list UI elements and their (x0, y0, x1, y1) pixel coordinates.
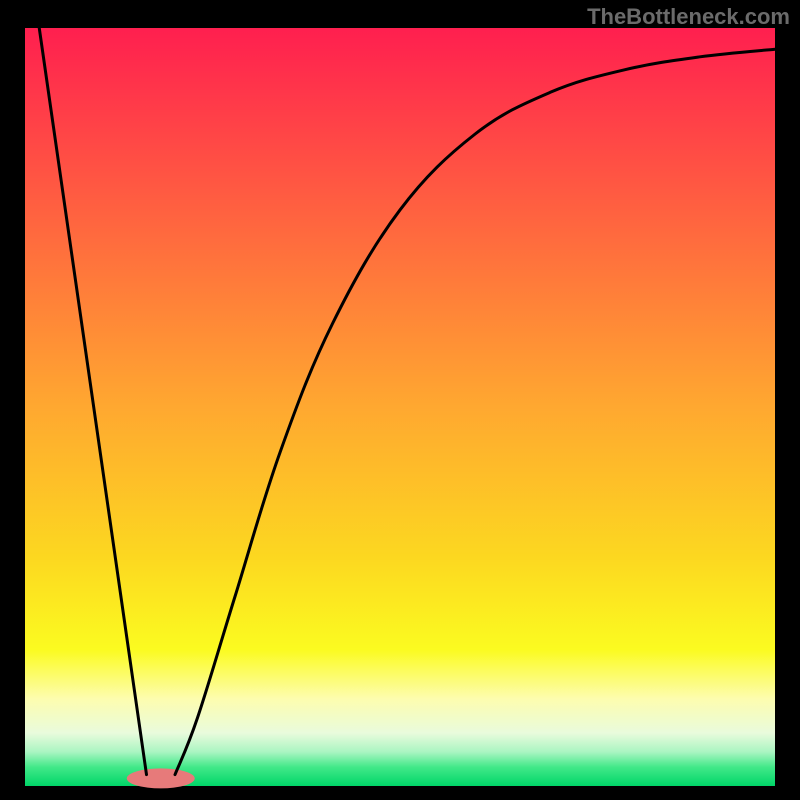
chart-gradient-background (25, 28, 775, 786)
optimal-marker (127, 768, 195, 788)
bottleneck-chart-svg (0, 0, 800, 800)
watermark-text: TheBottleneck.com (587, 4, 790, 30)
chart-container: TheBottleneck.com (0, 0, 800, 800)
